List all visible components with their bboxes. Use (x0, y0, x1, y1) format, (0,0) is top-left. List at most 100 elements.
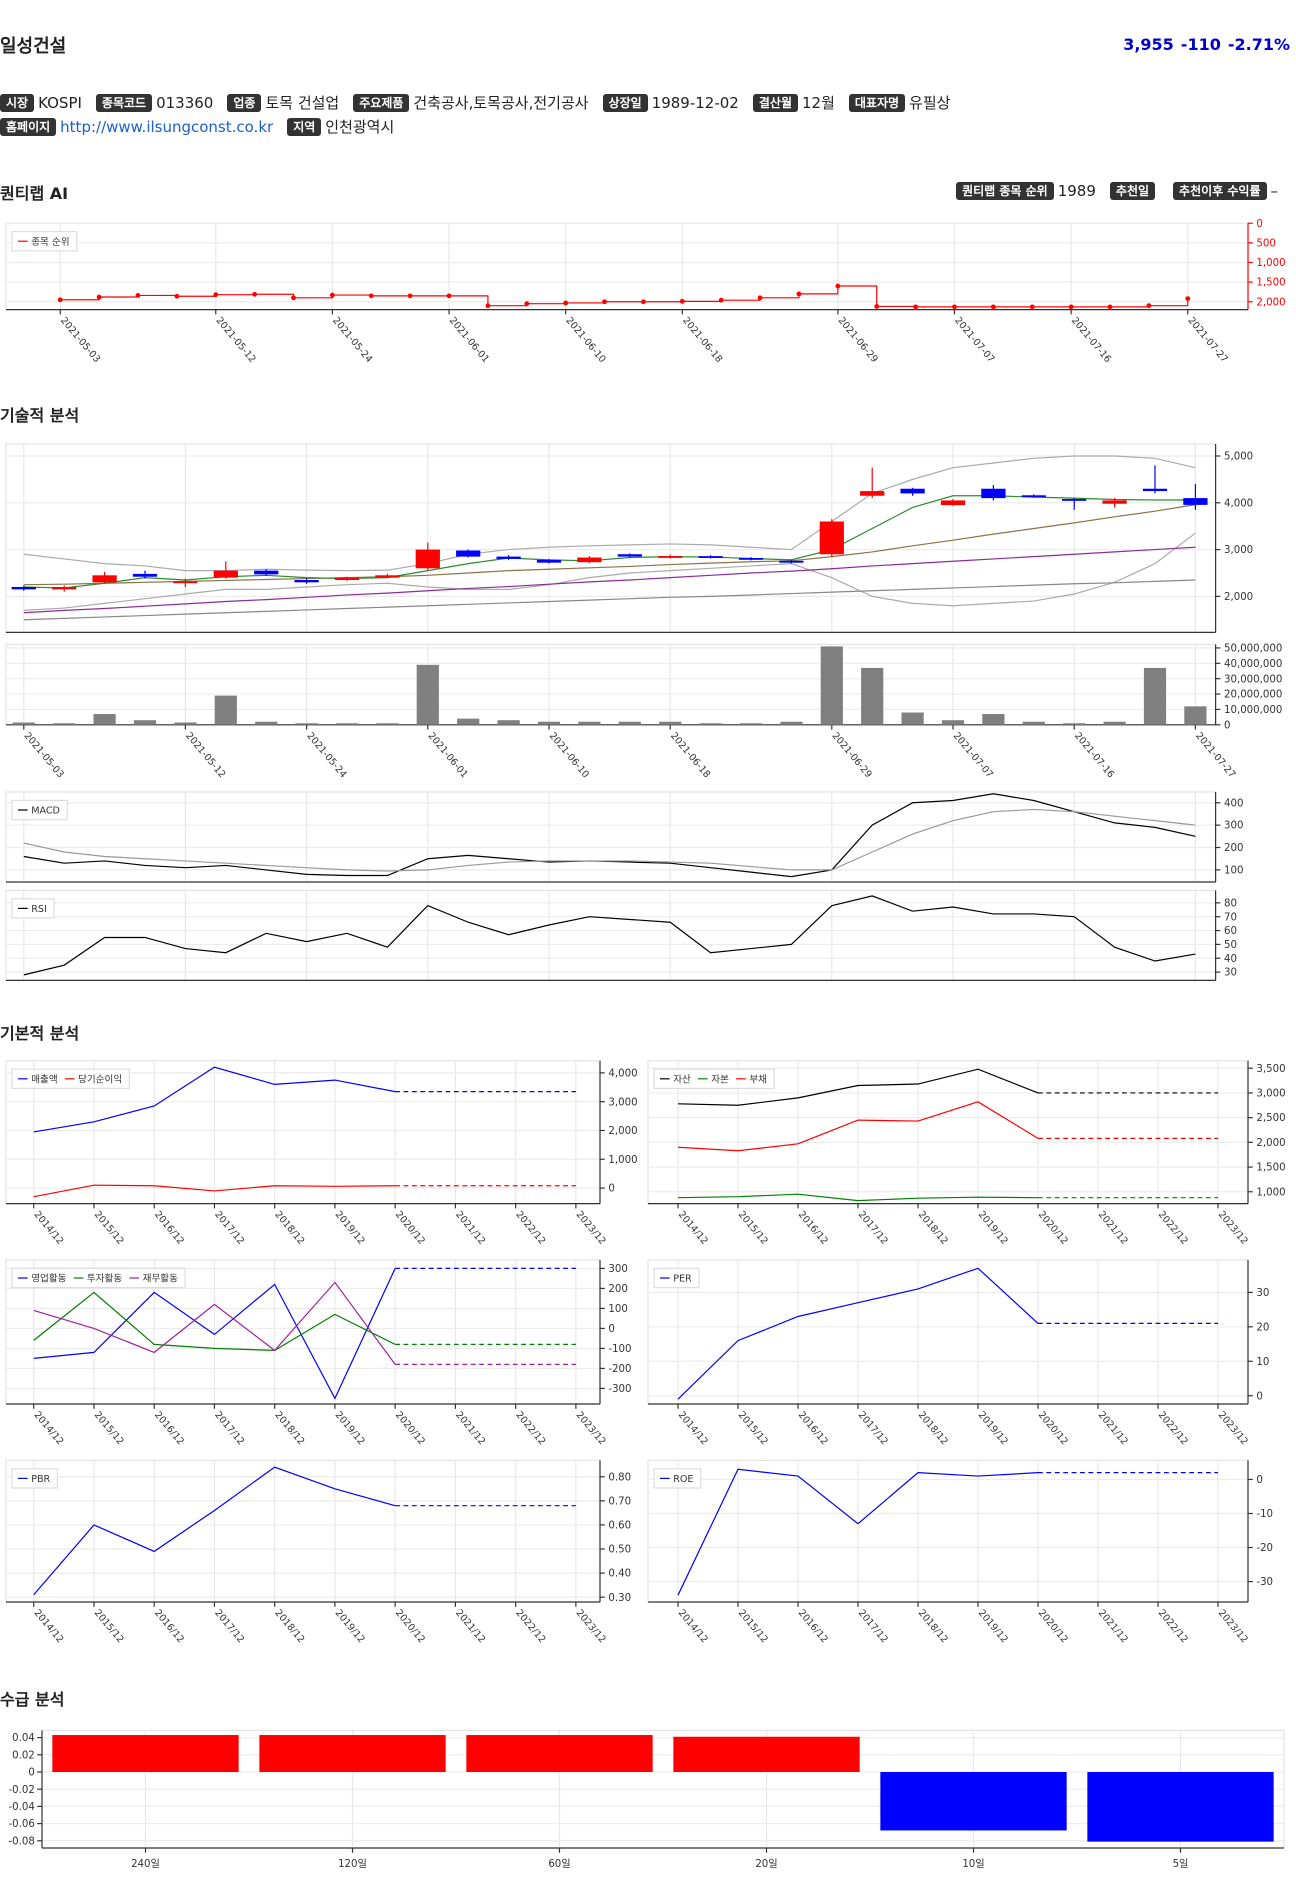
bar (699, 723, 722, 725)
bar (1143, 667, 1167, 725)
info-label: 대표자명 (848, 94, 906, 112)
x-tick-label: 2014/12 (676, 1608, 710, 1646)
candle-body (1183, 498, 1208, 505)
line (33, 1184, 396, 1198)
x-tick-label: 2015/12 (92, 1608, 126, 1646)
y-tick-label: 0 (608, 1184, 614, 1195)
point (602, 299, 607, 305)
bar (255, 721, 278, 725)
info-label: 상장일 (602, 94, 648, 112)
bar (133, 720, 157, 725)
bar (1022, 721, 1045, 725)
legend: 종목 순위 (11, 231, 78, 252)
point (641, 299, 646, 305)
info-value: 12월 (801, 94, 835, 112)
info-value: 인천광역시 (325, 118, 395, 136)
x-tick-label: 2019/12 (333, 1209, 367, 1247)
info-label: 업종 (227, 94, 262, 112)
step-segment (254, 293, 295, 298)
point (990, 304, 996, 310)
x-tick-label: 5일 (1173, 1858, 1189, 1870)
x-tick-label: 2014/12 (676, 1410, 710, 1448)
x-tick-label: 2019/12 (976, 1410, 1010, 1448)
legend-label: ROE (673, 1474, 693, 1485)
x-tick-label: 2014/12 (676, 1209, 710, 1247)
quantilab-label: 퀀티랩 종목 순위 (956, 182, 1054, 200)
y-tick-label: 40,000,000 (1224, 659, 1282, 670)
step-segment (60, 297, 100, 301)
bar (466, 1735, 653, 1773)
point (563, 300, 569, 306)
x-tick-label: 2022/12 (513, 1608, 547, 1646)
bar (53, 723, 76, 725)
y-tick-label: 1,000 (1256, 1187, 1285, 1198)
y-tick-label: 10 (1256, 1357, 1269, 1368)
x-tick-label: 2019/12 (976, 1209, 1010, 1247)
bar (901, 712, 924, 725)
bar (578, 721, 601, 725)
x-tick-label: 2020/12 (393, 1209, 427, 1247)
x-tick-label: 2015/12 (736, 1209, 770, 1247)
candle-body (456, 550, 481, 557)
point (952, 304, 957, 310)
line (677, 1101, 1039, 1152)
x-tick-label: 120일 (338, 1858, 367, 1870)
x-tick-label: 2014/12 (31, 1608, 65, 1646)
legend-label: 부채 (749, 1074, 767, 1085)
y-tick-label: 2,000 (608, 1126, 637, 1137)
y-tick-label: 3,000 (1224, 545, 1253, 556)
bar (537, 721, 561, 725)
info-label: 홈페이지 (0, 118, 57, 136)
legend-box (653, 1267, 700, 1289)
y-tick-label: 300 (608, 1264, 627, 1275)
bar (12, 722, 35, 725)
candle-body (334, 577, 360, 580)
candle-body (577, 557, 602, 563)
x-tick-label: 2022/12 (1156, 1608, 1190, 1646)
y-tick-label: 0.04 (12, 1733, 35, 1744)
y-tick-label: -300 (608, 1384, 631, 1395)
info-value: 건축공사,토목공사,전기공사 (413, 94, 589, 112)
line (33, 1291, 396, 1352)
info-link[interactable]: http://www.ilsungconst.co.kr (60, 117, 274, 136)
x-tick-label: 2021-05-03 (22, 730, 66, 780)
y-tick-label: 200 (1224, 843, 1243, 854)
bar (739, 723, 763, 725)
bar (295, 723, 318, 725)
x-tick-label: 2018/12 (916, 1410, 950, 1448)
candle-body (940, 500, 966, 506)
y-tick-label: 2,500 (1256, 1113, 1285, 1124)
point (407, 293, 413, 299)
candle-body (294, 579, 319, 583)
bar (497, 720, 520, 725)
legend: 자산 자본 부채 (653, 1068, 775, 1089)
section-title: 기술적 분석 (0, 406, 80, 425)
x-tick-label: 2021-07-16 (1069, 315, 1113, 365)
x-tick-label: 2018/12 (272, 1209, 306, 1247)
x-tick-label: 2021-06-10 (563, 315, 607, 365)
line (23, 546, 1196, 614)
plot-frame (5, 791, 1217, 883)
y-tick-label: 0 (1224, 720, 1230, 731)
bar (659, 721, 682, 725)
x-tick-label: 2014/12 (31, 1410, 65, 1448)
legend-box (11, 799, 68, 821)
x-tick-label: 2017/12 (856, 1410, 890, 1448)
legend: RSI (11, 898, 55, 919)
legend: PBR (11, 1468, 59, 1489)
x-tick-label: 2017/12 (856, 1209, 890, 1247)
y-tick-label: 1,000 (608, 1155, 637, 1166)
candle-body (860, 491, 885, 496)
y-tick-label: 4,000 (608, 1068, 637, 1079)
bar (416, 664, 439, 725)
legend-box (11, 231, 78, 252)
line (677, 1068, 1039, 1106)
y-tick-label: 3,000 (1256, 1089, 1285, 1100)
point (1107, 304, 1113, 310)
x-tick-label: 2023/12 (1216, 1410, 1250, 1448)
point (446, 293, 452, 299)
quantilab-info: 퀀티랩 종목 순위 1989 추천일 추천이후 수익률 – (956, 180, 1292, 200)
legend: MACD (11, 799, 68, 821)
line (23, 504, 1196, 586)
x-tick-label: 2021/12 (453, 1608, 487, 1646)
